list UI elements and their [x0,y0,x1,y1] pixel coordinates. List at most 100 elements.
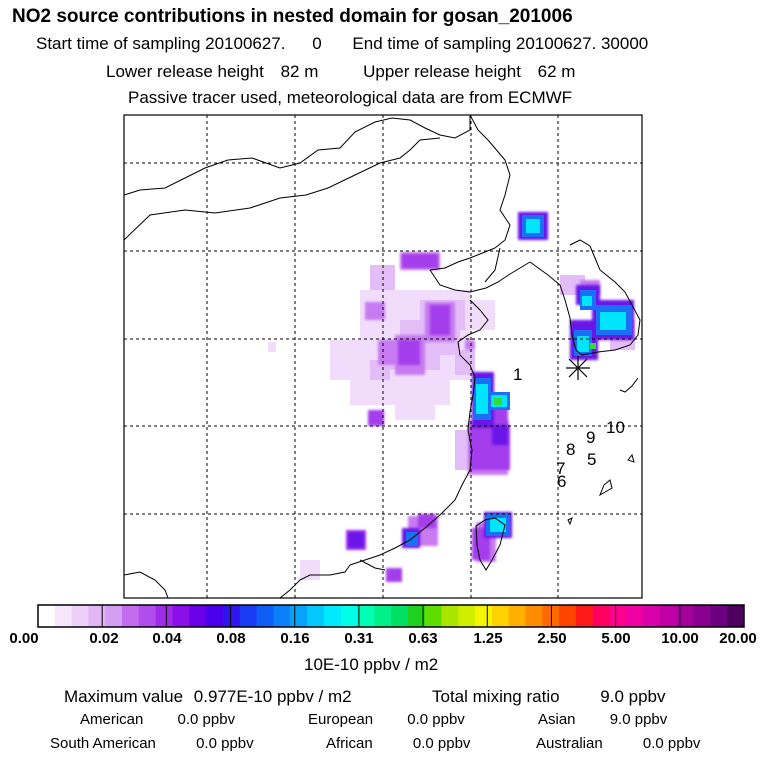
colorbar-swatch [273,605,291,627]
colorbar-swatch [357,605,375,627]
receptor-asterisk-icon [566,356,590,380]
colorbar-swatch [525,605,543,627]
region-african: African 0.0 ppbv [326,735,470,752]
colorbar-swatch [458,605,476,627]
colorbar-swatch [424,605,442,627]
colorbar-swatch [542,605,560,627]
colorbar-swatch [693,605,711,627]
map-frame [123,114,643,599]
colorbar-swatch [172,605,190,627]
colorbar-tick: 0.02 [89,630,119,647]
upper-release-value: 62 m [537,62,576,81]
colorbar-swatch [475,605,493,627]
sampling-time-line: Start time of sampling 20100627. 0 End t… [36,34,648,54]
colorbar-swatch [239,605,257,627]
colorbar-tick: 1.25 [473,630,503,647]
upper-release-label: Upper release height [363,62,521,81]
region-australian: Australian 0.0 ppbv [536,735,700,752]
colorbar-swatch [575,605,594,627]
lower-release-label: Lower release height [106,62,264,81]
colorbar-swatch [508,605,526,627]
start-time-label: Start time of sampling 20100627. [36,34,286,53]
total-mixing-value: 9.0 ppbv [600,687,666,706]
colorbar-swatch [189,605,207,627]
colorbar-tick: 0.63 [408,630,438,647]
colorbar-tick: 10.00 [661,630,699,647]
site-label-10: 10 [606,418,625,437]
region-name: European [308,711,374,728]
colorbar-tick: 0.08 [216,630,246,647]
colorbar-swatch [491,605,510,627]
concentration-field [124,115,641,598]
colorbar [38,605,745,627]
colorbar-swatch [659,605,678,627]
colorbar-swatch [222,605,241,627]
colorbar-swatch [122,605,140,627]
region-value: 0.0 ppbv [177,711,236,728]
region-american: American 0.0 ppbv [80,711,235,728]
colorbar-tick: 20.00 [719,630,757,647]
colorbar-swatch [88,605,106,627]
max-value-number: 0.977E-10 ppbv / m2 [193,687,352,706]
colorbar-tick: 0.31 [344,630,374,647]
colorbar-swatch [391,605,409,627]
colorbar-tick: 0.04 [152,630,182,647]
site-label-6: 6 [557,472,566,491]
colorbar-swatch [138,605,157,627]
site-label-7: 7 [556,459,565,478]
region-value: 9.0 ppbv [609,711,668,728]
region-european: European 0.0 ppbv [308,711,465,728]
colorbar-swatch [54,605,73,627]
coastlines [124,115,641,598]
region-name: American [80,711,144,728]
region-value: 0.0 ppbv [196,735,254,752]
total-mixing-label: Total mixing ratio [432,687,560,706]
colorbar-tick: 5.00 [601,630,631,647]
colorbar-frame [37,604,745,628]
max-value-label: Maximum value [64,687,184,706]
colorbar-swatch [626,605,644,627]
region-name: South American [50,735,156,752]
region-asian: Asian 9.0 ppbv [538,711,667,728]
region-name: Australian [536,735,603,752]
colorbar-swatch [374,605,392,627]
region-value: 0.0 ppbv [412,735,471,752]
site-label-9: 9 [586,428,595,447]
region-value: 0.0 ppbv [642,735,701,752]
colorbar-swatch [38,605,56,627]
colorbar-tick: 0.00 [9,630,39,647]
region-name: African [326,735,373,752]
colorbar-swatch [71,605,89,627]
site-labels: 1 10 9 8 5 7 6 [513,365,625,491]
chart-title: NO2 source contributions in nested domai… [12,6,573,27]
site-label-8: 8 [566,440,575,459]
start-time-value: 0 [312,34,322,53]
release-height-line: Lower release height 82 m Upper release … [106,62,575,82]
region-name: Asian [538,711,576,728]
colorbar-swatch [256,605,274,627]
colorbar-swatch [676,605,694,627]
colorbar-swatch [441,605,459,627]
colorbar-tick: 0.16 [280,630,310,647]
total-mixing-ratio: Total mixing ratio 9.0 ppbv [432,687,666,707]
colorbar-swatch [643,605,661,627]
end-time-label: End time of sampling 20100627. 30000 [352,34,649,53]
max-value: Maximum value 0.977E-10 ppbv / m2 [64,687,352,707]
tracer-note: Passive tracer used, meteorological data… [128,88,573,107]
colorbar-swatch [340,605,358,627]
lower-release-value: 82 m [280,62,319,81]
region-south-american: South American 0.0 ppbv [50,735,254,752]
site-label-5: 5 [587,450,596,469]
colorbar-swatch [609,605,627,627]
colorbar-swatch [105,605,123,627]
green-cells [494,343,596,405]
colorbar-swatch [727,605,745,627]
colorbar-swatch [206,605,224,627]
colorbar-swatch [323,605,341,627]
colorbar-swatch [407,605,426,627]
colorbar-swatch [710,605,728,627]
colorbar-swatch [155,605,173,627]
colorbar-swatch [306,605,325,627]
site-label-1: 1 [513,365,522,384]
